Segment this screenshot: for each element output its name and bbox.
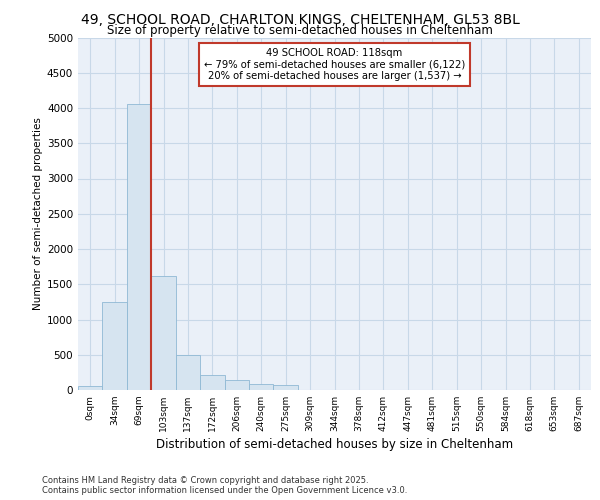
Bar (176, 356, 200, 390)
Bar (78, 386, 103, 390)
Bar (200, 375, 224, 390)
Bar (103, 302, 127, 390)
Text: 49, SCHOOL ROAD, CHARLTON KINGS, CHELTENHAM, GL53 8BL: 49, SCHOOL ROAD, CHARLTON KINGS, CHELTEN… (80, 12, 520, 26)
Bar (224, 380, 249, 390)
Text: Size of property relative to semi-detached houses in Cheltenham: Size of property relative to semi-detach… (107, 24, 493, 37)
Bar (274, 385, 298, 390)
Bar (151, 276, 176, 390)
Text: 49 SCHOOL ROAD: 118sqm
← 79% of semi-detached houses are smaller (6,122)
20% of : 49 SCHOOL ROAD: 118sqm ← 79% of semi-det… (204, 48, 465, 82)
Bar (249, 384, 274, 390)
Text: Contains HM Land Registry data © Crown copyright and database right 2025.
Contai: Contains HM Land Registry data © Crown c… (42, 476, 407, 495)
Bar (127, 104, 151, 390)
Y-axis label: Number of semi-detached properties: Number of semi-detached properties (33, 118, 43, 310)
X-axis label: Distribution of semi-detached houses by size in Cheltenham: Distribution of semi-detached houses by … (156, 438, 513, 451)
